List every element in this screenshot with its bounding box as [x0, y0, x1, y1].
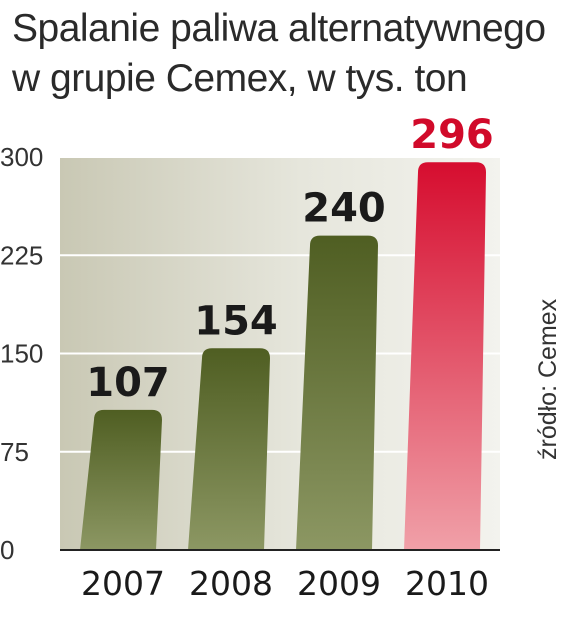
source-note: źródło: Cemex	[534, 298, 562, 460]
data-label: 107	[86, 360, 170, 406]
bar-2009	[296, 235, 378, 550]
data-label: 154	[194, 298, 278, 344]
y-tick-label: 150	[0, 339, 43, 369]
x-tick-label: 2009	[297, 564, 381, 603]
title-line-1: Spalanie paliwa alternatywnego	[12, 7, 546, 50]
bar-2008	[188, 348, 270, 550]
axes: 0 75 150 225 300	[0, 142, 500, 565]
data-label: 240	[302, 186, 386, 232]
chart-title: Spalanie paliwa alternatywnego w grupie …	[12, 4, 546, 104]
x-tick-label: 2007	[81, 564, 165, 603]
y-tick-label: 300	[0, 142, 43, 172]
bar-2010	[404, 162, 486, 551]
data-label: 296	[410, 112, 494, 158]
y-tick-label: 0	[0, 535, 14, 565]
x-tick-label: 2010	[405, 564, 489, 603]
bar-2007	[80, 409, 162, 550]
title-line-2: w grupie Cemex, w tys. ton	[12, 57, 468, 100]
x-tick-label: 2008	[189, 564, 273, 603]
bars	[80, 162, 486, 551]
y-tick-label: 75	[0, 437, 29, 467]
y-tick-label: 225	[0, 240, 43, 270]
labels: 107 2007 154 2008 240 2009 296 2010	[81, 112, 494, 603]
